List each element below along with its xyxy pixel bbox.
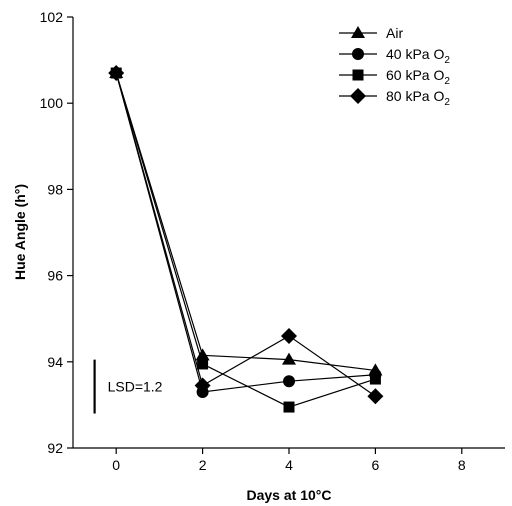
series-line-0 [115, 72, 376, 372]
data-point-square-2-2 [283, 401, 295, 413]
legend-label-1: 40 kPa O2 [386, 46, 450, 66]
y-tick-label-102: 102 [40, 9, 64, 25]
series-lines [115, 72, 376, 408]
y-axis-title: Hue Angle (h°) [12, 184, 28, 280]
data-point-circle-1-2 [283, 375, 295, 388]
legend-marker-3 [350, 88, 366, 104]
y-tick-label-100: 100 [40, 95, 64, 111]
data-point-diamond-3-0 [108, 65, 125, 82]
data-point-square-2-3 [369, 373, 381, 385]
data-point-diamond-3-1 [194, 377, 211, 394]
x-tick-label-8: 8 [458, 457, 466, 473]
x-tick-label-6: 6 [372, 457, 380, 473]
data-point-triangle-0-2 [282, 352, 296, 365]
series-line-1 [115, 72, 376, 393]
y-tick-label-94: 94 [47, 354, 63, 370]
plot-area: 92 94 96 98 100 102 0 2 4 6 8 LSD=1.2 [40, 9, 505, 473]
data-point-square-2-1 [197, 358, 209, 370]
legend-marker-0 [351, 26, 365, 38]
data-point-triangle-0-1 [195, 348, 210, 361]
series-line-3 [115, 72, 376, 397]
legend-item-3: 80 kPa O2 [339, 88, 450, 108]
legend-label-0: Air [386, 25, 403, 41]
y-tick-label-96: 96 [47, 268, 63, 284]
x-axis-title: Days at 10°C [247, 487, 332, 503]
series-line-2 [115, 72, 376, 408]
y-tick-label-98: 98 [47, 181, 63, 197]
legend-label-2: 60 kPa O2 [386, 67, 450, 87]
series-markers [108, 65, 384, 413]
legend-item-2: 60 kPa O2 [339, 67, 450, 87]
legend-item-0: Air [339, 25, 403, 41]
y-axis-ticks: 92 94 96 98 100 102 [40, 9, 73, 456]
x-tick-label-0: 0 [112, 457, 120, 473]
lsd-annotation: LSD=1.2 [93, 359, 163, 414]
lsd-label: LSD=1.2 [108, 379, 163, 395]
y-tick-label-92: 92 [47, 440, 63, 456]
x-tick-label-4: 4 [285, 457, 293, 473]
legend-label-3: 80 kPa O2 [386, 88, 450, 108]
data-point-diamond-3-3 [367, 388, 384, 405]
legend-marker-1 [352, 48, 364, 60]
legend-marker-2 [352, 69, 364, 81]
data-point-diamond-3-2 [281, 327, 297, 344]
legend-item-1: 40 kPa O2 [339, 46, 450, 66]
x-tick-label-2: 2 [199, 457, 207, 473]
x-axis-ticks: 0 2 4 6 8 [112, 448, 466, 473]
